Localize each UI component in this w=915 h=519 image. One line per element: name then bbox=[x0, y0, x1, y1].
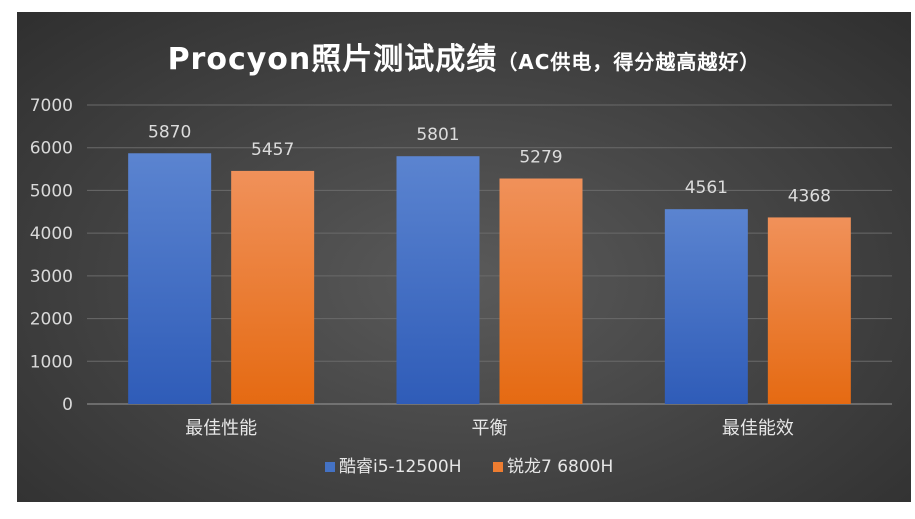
data-label: 5279 bbox=[519, 148, 562, 168]
data-label: 4368 bbox=[788, 186, 831, 206]
legend-swatch bbox=[325, 462, 335, 472]
data-label: 5870 bbox=[148, 122, 191, 142]
legend-label: 酷睿i5-12500H bbox=[339, 457, 462, 477]
data-label: 4561 bbox=[685, 178, 728, 198]
data-labels: 5870 5457 5801 5279 4561 4368 bbox=[148, 122, 831, 206]
bars bbox=[128, 153, 851, 404]
chart-frame: Procyon照片测试成绩（AC供电，得分越高越好） 0 1000 2000 3000… bbox=[17, 12, 911, 502]
bar-2-1 bbox=[231, 170, 315, 404]
data-label: 5457 bbox=[251, 140, 294, 160]
chart-subtitle: （AC供电，得分越高越好） bbox=[497, 50, 761, 74]
y-tick-label: 4000 bbox=[30, 224, 73, 244]
bar-1-3 bbox=[664, 209, 748, 404]
bar-1-1 bbox=[128, 153, 212, 404]
chart-title: Procyon照片测试成绩（AC供电，得分越高越好） bbox=[17, 34, 911, 78]
y-axis: 0 1000 2000 3000 4000 5000 6000 7000 bbox=[30, 96, 73, 415]
bar-1-2 bbox=[396, 156, 480, 404]
x-axis: 最佳性能 平衡 最佳能效 bbox=[185, 418, 794, 439]
y-tick-label: 6000 bbox=[30, 139, 73, 159]
y-tick-label: 3000 bbox=[30, 267, 73, 287]
y-tick-label: 1000 bbox=[30, 352, 73, 372]
y-tick-label: 7000 bbox=[30, 96, 73, 116]
legend-label: 锐龙7 6800H bbox=[507, 457, 613, 477]
bar-2-2 bbox=[499, 178, 583, 404]
category-label: 最佳能效 bbox=[722, 418, 794, 439]
y-tick-label: 0 bbox=[62, 395, 73, 415]
category-label: 平衡 bbox=[472, 418, 508, 439]
chart-title-main: Procyon照片测试成绩 bbox=[167, 42, 498, 77]
y-tick-label: 2000 bbox=[30, 310, 73, 330]
category-label: 最佳性能 bbox=[185, 418, 257, 439]
gridlines bbox=[87, 104, 892, 405]
bar-2-3 bbox=[767, 217, 851, 404]
y-tick-label: 5000 bbox=[30, 181, 73, 201]
legend: 酷睿i5-12500H 锐龙7 6800H bbox=[325, 457, 613, 477]
data-label: 5801 bbox=[416, 125, 459, 145]
legend-swatch bbox=[493, 462, 503, 472]
